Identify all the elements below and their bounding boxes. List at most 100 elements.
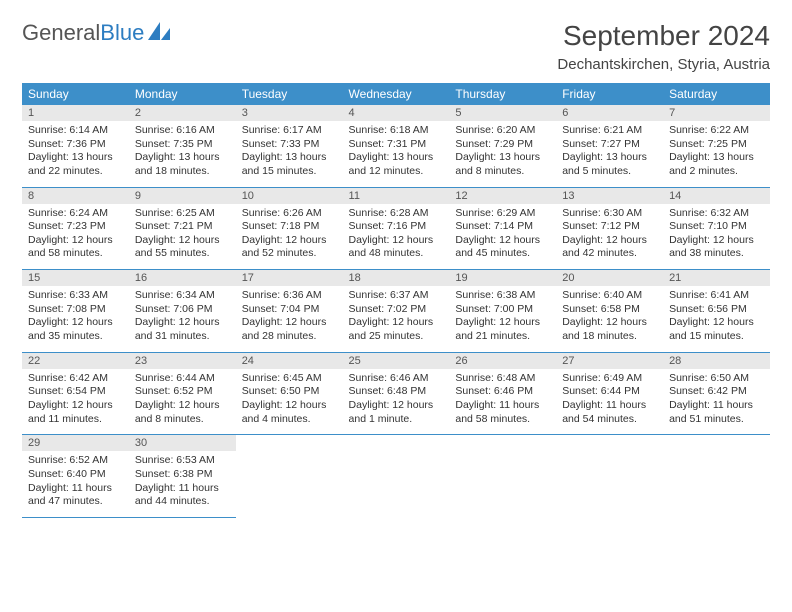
day-cell <box>556 451 663 517</box>
day-ss: Sunset: 7:08 PM <box>28 303 123 317</box>
day-cell: Sunrise: 6:18 AMSunset: 7:31 PMDaylight:… <box>343 121 450 187</box>
day-ss: Sunset: 7:10 PM <box>669 220 764 234</box>
day-dl2: and 1 minute. <box>349 413 444 427</box>
day-number: 19 <box>449 270 556 287</box>
day-cell: Sunrise: 6:17 AMSunset: 7:33 PMDaylight:… <box>236 121 343 187</box>
dayname-1: Monday <box>129 83 236 105</box>
header: GeneralBlue September 2024 Dechantskirch… <box>22 20 770 73</box>
day-cell: Sunrise: 6:20 AMSunset: 7:29 PMDaylight:… <box>449 121 556 187</box>
day-cell: Sunrise: 6:50 AMSunset: 6:42 PMDaylight:… <box>663 369 770 435</box>
day-ss: Sunset: 7:29 PM <box>455 138 550 152</box>
day-sr: Sunrise: 6:44 AM <box>135 372 230 386</box>
day-cell: Sunrise: 6:24 AMSunset: 7:23 PMDaylight:… <box>22 204 129 270</box>
day-dl2: and 18 minutes. <box>135 165 230 179</box>
day-dl2: and 54 minutes. <box>562 413 657 427</box>
day-sr: Sunrise: 6:17 AM <box>242 124 337 138</box>
day-dl1: Daylight: 12 hours <box>28 399 123 413</box>
day-number: 1 <box>22 105 129 121</box>
day-number: 12 <box>449 187 556 204</box>
day-sr: Sunrise: 6:28 AM <box>349 207 444 221</box>
day-ss: Sunset: 6:40 PM <box>28 468 123 482</box>
day-dl2: and 2 minutes. <box>669 165 764 179</box>
week-0-daynum-row: 1234567 <box>22 105 770 121</box>
week-3-daynum-row: 22232425262728 <box>22 352 770 369</box>
day-cell <box>449 451 556 517</box>
day-number: 10 <box>236 187 343 204</box>
day-dl2: and 5 minutes. <box>562 165 657 179</box>
day-sr: Sunrise: 6:37 AM <box>349 289 444 303</box>
day-dl1: Daylight: 12 hours <box>242 316 337 330</box>
day-sr: Sunrise: 6:26 AM <box>242 207 337 221</box>
day-dl1: Daylight: 12 hours <box>562 316 657 330</box>
day-dl1: Daylight: 12 hours <box>669 316 764 330</box>
day-cell <box>236 451 343 517</box>
week-2-daynum-row: 15161718192021 <box>22 270 770 287</box>
day-dl2: and 58 minutes. <box>28 247 123 261</box>
day-sr: Sunrise: 6:21 AM <box>562 124 657 138</box>
day-sr: Sunrise: 6:16 AM <box>135 124 230 138</box>
day-cell: Sunrise: 6:46 AMSunset: 6:48 PMDaylight:… <box>343 369 450 435</box>
day-number: 29 <box>22 435 129 452</box>
day-dl1: Daylight: 12 hours <box>669 234 764 248</box>
day-sr: Sunrise: 6:52 AM <box>28 454 123 468</box>
week-2-content-row: Sunrise: 6:33 AMSunset: 7:08 PMDaylight:… <box>22 286 770 352</box>
day-cell: Sunrise: 6:37 AMSunset: 7:02 PMDaylight:… <box>343 286 450 352</box>
day-dl1: Daylight: 13 hours <box>135 151 230 165</box>
day-cell: Sunrise: 6:25 AMSunset: 7:21 PMDaylight:… <box>129 204 236 270</box>
day-dl2: and 8 minutes. <box>135 413 230 427</box>
day-dl2: and 45 minutes. <box>455 247 550 261</box>
day-sr: Sunrise: 6:50 AM <box>669 372 764 386</box>
day-ss: Sunset: 7:06 PM <box>135 303 230 317</box>
day-number: 4 <box>343 105 450 121</box>
day-ss: Sunset: 7:02 PM <box>349 303 444 317</box>
day-dl1: Daylight: 11 hours <box>562 399 657 413</box>
day-dl1: Daylight: 12 hours <box>455 316 550 330</box>
day-number: 8 <box>22 187 129 204</box>
day-cell: Sunrise: 6:26 AMSunset: 7:18 PMDaylight:… <box>236 204 343 270</box>
day-sr: Sunrise: 6:18 AM <box>349 124 444 138</box>
dayname-3: Wednesday <box>343 83 450 105</box>
day-number: 26 <box>449 352 556 369</box>
day-ss: Sunset: 7:21 PM <box>135 220 230 234</box>
day-dl2: and 42 minutes. <box>562 247 657 261</box>
day-dl1: Daylight: 11 hours <box>669 399 764 413</box>
day-sr: Sunrise: 6:33 AM <box>28 289 123 303</box>
day-number: 13 <box>556 187 663 204</box>
logo-text-1: General <box>22 20 100 46</box>
day-number: 5 <box>449 105 556 121</box>
day-number: 18 <box>343 270 450 287</box>
day-number: 11 <box>343 187 450 204</box>
day-dl1: Daylight: 13 hours <box>28 151 123 165</box>
day-number <box>663 435 770 452</box>
day-ss: Sunset: 6:38 PM <box>135 468 230 482</box>
day-dl1: Daylight: 11 hours <box>135 482 230 496</box>
week-3-content-row: Sunrise: 6:42 AMSunset: 6:54 PMDaylight:… <box>22 369 770 435</box>
day-sr: Sunrise: 6:38 AM <box>455 289 550 303</box>
day-number <box>343 435 450 452</box>
day-ss: Sunset: 7:31 PM <box>349 138 444 152</box>
dayname-5: Friday <box>556 83 663 105</box>
day-dl1: Daylight: 13 hours <box>455 151 550 165</box>
day-sr: Sunrise: 6:29 AM <box>455 207 550 221</box>
month-title: September 2024 <box>557 20 770 52</box>
day-cell: Sunrise: 6:53 AMSunset: 6:38 PMDaylight:… <box>129 451 236 517</box>
day-cell: Sunrise: 6:30 AMSunset: 7:12 PMDaylight:… <box>556 204 663 270</box>
day-dl1: Daylight: 12 hours <box>28 316 123 330</box>
day-cell: Sunrise: 6:36 AMSunset: 7:04 PMDaylight:… <box>236 286 343 352</box>
day-cell <box>343 451 450 517</box>
day-ss: Sunset: 7:33 PM <box>242 138 337 152</box>
day-ss: Sunset: 6:42 PM <box>669 385 764 399</box>
day-sr: Sunrise: 6:25 AM <box>135 207 230 221</box>
day-dl1: Daylight: 12 hours <box>242 234 337 248</box>
day-dl2: and 15 minutes. <box>669 330 764 344</box>
day-number: 20 <box>556 270 663 287</box>
day-dl1: Daylight: 12 hours <box>349 234 444 248</box>
day-number <box>556 435 663 452</box>
day-cell: Sunrise: 6:52 AMSunset: 6:40 PMDaylight:… <box>22 451 129 517</box>
day-dl1: Daylight: 13 hours <box>242 151 337 165</box>
calendar-table: Sunday Monday Tuesday Wednesday Thursday… <box>22 83 770 518</box>
day-number: 27 <box>556 352 663 369</box>
day-dl1: Daylight: 12 hours <box>28 234 123 248</box>
dayname-4: Thursday <box>449 83 556 105</box>
day-sr: Sunrise: 6:45 AM <box>242 372 337 386</box>
